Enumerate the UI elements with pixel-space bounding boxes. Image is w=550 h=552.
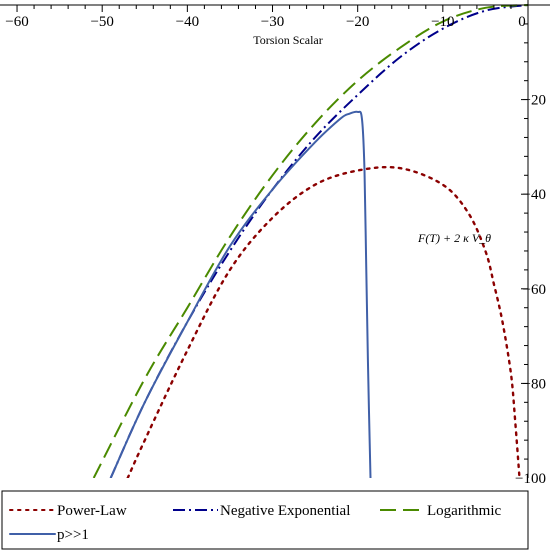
legend-label: Logarithmic: [427, 503, 501, 519]
y-tick-label: −80: [523, 376, 546, 392]
x-axis-title: Torsion Scalar: [253, 33, 322, 47]
y-tick-label: −20: [523, 93, 546, 109]
y-tick-label: −60: [523, 282, 546, 298]
legend: Power-Law Negative Exponential Logarithmic…: [1, 490, 529, 550]
legend-box: [1, 490, 529, 550]
series-line-p-1: [109, 110, 372, 478]
axes: −60 −50 −40 −30 −20 −10 0−20−40−60−80−100: [0, 0, 550, 487]
x-tick-label: −20: [346, 14, 369, 30]
x-tick-label: −50: [90, 14, 113, 30]
series-line-logarithmic: [92, 4, 529, 478]
x-tick-label: −30: [261, 14, 284, 30]
y-tick-label: −100: [515, 471, 546, 487]
curve-annotation: F(T) + 2 κ V_θ: [417, 231, 491, 245]
y-tick-label: −40: [523, 187, 546, 203]
plot-area: [92, 4, 529, 478]
legend-label: Negative Exponential: [220, 503, 350, 519]
x-tick-label: −10: [431, 14, 454, 30]
series-line-power-law: [126, 165, 521, 478]
x-tick-label: 0: [518, 14, 526, 30]
x-tick-label: −60: [5, 14, 28, 30]
legend-label: Power-Law: [57, 503, 127, 519]
x-tick-label: −40: [176, 14, 199, 30]
legend-label: p>>1: [57, 527, 89, 543]
series-line-negative-exponential: [109, 4, 529, 478]
